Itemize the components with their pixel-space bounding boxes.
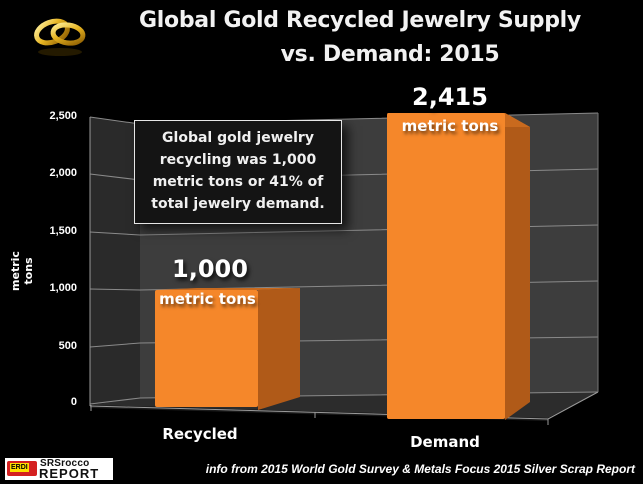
x-category-recycled: Recycled xyxy=(162,425,238,443)
demand-unit-label: metric tons xyxy=(401,117,499,135)
logo-flag-text: ERDI xyxy=(10,463,29,472)
x-category-demand: Demand xyxy=(410,433,480,451)
logo-line1: SRSrocco xyxy=(40,458,90,469)
source-citation: info from 2015 World Gold Survey & Metal… xyxy=(205,462,635,476)
annotation-line: total jewelry demand. xyxy=(151,196,325,212)
y-tick-2500: 2,500 xyxy=(49,110,77,122)
bar-recycled xyxy=(155,288,300,410)
chart-title-line1: Global Gold Recycled Jewelry Supply xyxy=(139,8,581,33)
annotation-line: Global gold jewelry xyxy=(162,130,314,146)
logo-line2: REPORT xyxy=(39,466,100,481)
bar-demand xyxy=(387,113,530,420)
y-tick-1500: 1,500 xyxy=(49,225,77,237)
annotation-line: recycling was 1,000 xyxy=(159,152,317,168)
chart-title-line2: vs. Demand: 2015 xyxy=(280,42,500,67)
left-wall xyxy=(90,117,140,405)
chart-title: Global Gold Recycled Jewelry Supply vs. … xyxy=(110,4,610,72)
y-tick-1000: 1,000 xyxy=(49,282,77,294)
y-tick-500: 500 xyxy=(58,340,77,352)
annotation-line: metric tons or 41% of xyxy=(152,174,324,190)
srsrocco-report-logo: ERDI SRSrocco REPORT xyxy=(5,458,113,480)
recycled-value-label: 1,000 xyxy=(172,255,248,283)
y-tick-2000: 2,000 xyxy=(49,167,77,179)
y-tick-0: 0 xyxy=(70,396,77,408)
recycled-unit-label: metric tons xyxy=(159,290,256,308)
demand-value-label: 2,415 xyxy=(412,83,488,111)
gold-rings-icon xyxy=(34,18,86,56)
annotation-box: Global gold jewelry recycling was 1,000 … xyxy=(134,120,342,224)
